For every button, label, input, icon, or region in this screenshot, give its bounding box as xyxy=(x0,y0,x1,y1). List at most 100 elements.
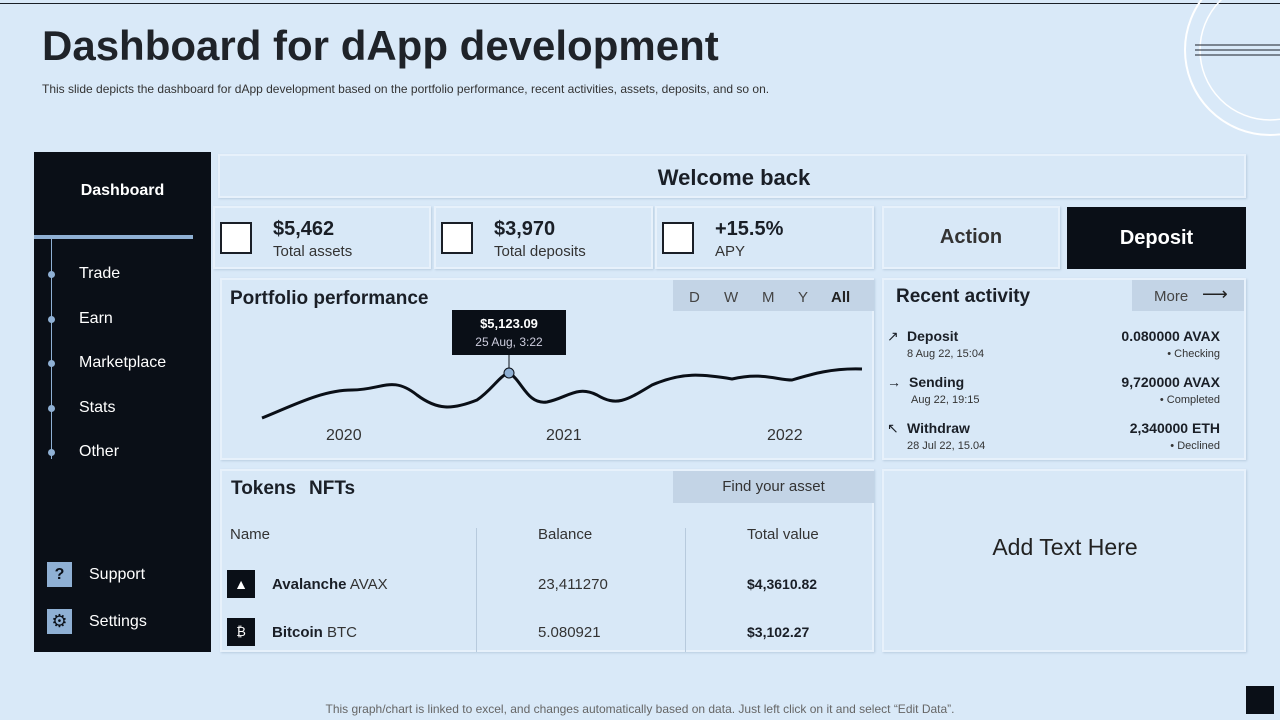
support-icon: ? xyxy=(47,562,72,587)
menu-item[interactable]: Other xyxy=(79,443,120,460)
note: Add Text Here xyxy=(992,534,1138,560)
action-button[interactable]: Action xyxy=(882,206,1060,269)
stat-label: APY xyxy=(715,243,746,260)
line xyxy=(261,367,863,420)
activity-icon: ↖ xyxy=(887,420,899,436)
token-balance: 23,411270 xyxy=(538,576,608,593)
token-total: $3,102.27 xyxy=(747,624,810,640)
column-divider xyxy=(476,528,477,652)
corner-square xyxy=(1246,686,1274,714)
welcome: Welcome back xyxy=(657,165,811,190)
stat-label: Total deposits xyxy=(494,243,586,260)
token-name: Avalanche AVAX xyxy=(272,576,388,593)
activity-date: 28 Jul 22, 15.04 xyxy=(907,440,986,452)
tooltip-value: $5,123.09 xyxy=(480,316,538,331)
range-bar xyxy=(673,280,874,311)
activity-date: 8 Aug 22, 15:04 xyxy=(907,348,985,360)
stat-value: $5,462 xyxy=(273,218,335,240)
more-arrow: ⟶ xyxy=(1202,284,1228,304)
tooltip-time: 25 Aug, 3:22 xyxy=(475,335,543,349)
deposit-button[interactable]: Deposit xyxy=(1067,207,1246,269)
activity-amount: 0.080000 AVAX xyxy=(1121,328,1220,344)
stat-icon xyxy=(220,222,252,254)
stat-value: $3,970 xyxy=(494,218,556,240)
subtitle: This slide depicts the dashboard for dAp… xyxy=(42,82,770,96)
column-header: Total value xyxy=(747,526,819,543)
activity-icon: ↗ xyxy=(887,328,899,344)
x-label: 2021 xyxy=(546,427,582,444)
stat-card: $5,462 Total assets xyxy=(213,206,431,269)
activity-type: Deposit xyxy=(907,328,959,344)
menu-dot xyxy=(48,316,55,323)
activity-status: Completed xyxy=(1160,394,1220,406)
tooltip: $5,123.09 25 Aug, 3:22 xyxy=(452,310,566,355)
menu-dot xyxy=(48,405,55,412)
stat-icon xyxy=(662,222,694,254)
corner-deco xyxy=(1184,0,1280,136)
portfolio-panel: Portfolio performance D W M Y All $5,123… xyxy=(220,278,874,460)
activity-title: Recent activity xyxy=(896,286,1031,307)
token-name: Bitcoin xyxy=(272,624,323,641)
column-header: Name xyxy=(230,526,271,543)
tab[interactable]: Tokens xyxy=(231,478,297,499)
stat-card: $3,970 Total deposits xyxy=(434,206,653,269)
settings-icon: ⚙ xyxy=(47,609,72,634)
top-rule xyxy=(0,3,1280,4)
range[interactable]: M xyxy=(762,289,775,306)
x-label: 2020 xyxy=(326,427,362,444)
stat-icon xyxy=(441,222,473,254)
more-label: More xyxy=(1154,288,1189,305)
welcome-panel: Welcome back xyxy=(218,154,1246,198)
menu-item[interactable]: Support xyxy=(89,566,146,583)
search-box[interactable]: Find your asset xyxy=(673,471,874,503)
range[interactable]: D xyxy=(689,289,700,306)
column-divider xyxy=(685,528,686,652)
x-label: 2022 xyxy=(767,427,803,444)
activity-icon: → xyxy=(887,374,901,390)
portfolio-line xyxy=(261,355,863,420)
activity-panel: Recent activity More ⟶ ↗ Deposit 8 Aug 2… xyxy=(882,278,1246,460)
token-symbol: AVAX xyxy=(349,576,388,593)
token-icon: ▲ xyxy=(227,570,255,598)
footer-note: This graph/chart is linked to excel, and… xyxy=(325,702,955,716)
menu-item[interactable]: Settings xyxy=(89,613,147,630)
title: Dashboard for dApp development xyxy=(42,22,719,69)
tokens-panel: Tokens NFTs Find your asset Name Balance… xyxy=(220,469,874,652)
token-total: $4,3610.82 xyxy=(747,576,818,592)
stat-card: +15.5% APY xyxy=(655,206,874,269)
activity-type: Withdraw xyxy=(907,420,970,436)
menu-item[interactable]: Stats xyxy=(79,399,116,416)
menu-line xyxy=(51,239,52,459)
token-balance: 5.080921 xyxy=(538,624,601,641)
token-icon: ₿ xyxy=(227,618,255,646)
portfolio-title: Portfolio performance xyxy=(230,288,429,309)
token-name: Bitcoin BTC xyxy=(272,624,357,641)
activity-status: Checking xyxy=(1167,348,1220,360)
column-header: Balance xyxy=(538,526,593,543)
activity-amount: 2,340000 ETH xyxy=(1129,420,1220,436)
menu-dot xyxy=(48,360,55,367)
active-bar xyxy=(34,235,193,239)
point xyxy=(503,367,515,379)
range[interactable]: All xyxy=(831,289,851,306)
sidebar-title[interactable]: Dashboard xyxy=(80,182,165,199)
more-button[interactable]: More ⟶ xyxy=(1132,280,1244,311)
menu-item[interactable]: Trade xyxy=(79,265,121,282)
menu-dot xyxy=(48,271,55,278)
activity-amount: 9,720000 AVAX xyxy=(1121,374,1220,390)
range[interactable]: Y xyxy=(798,289,809,306)
activity-status: Declined xyxy=(1170,440,1220,452)
tab[interactable]: NFTs xyxy=(309,478,356,499)
range[interactable]: W xyxy=(724,289,739,306)
sidebar: Dashboard Trade Earn Marketplace Stats O… xyxy=(34,152,211,652)
menu-item[interactable]: Marketplace xyxy=(79,354,167,371)
stat-value: +15.5% xyxy=(715,218,784,240)
activity-type: Sending xyxy=(909,374,965,390)
menu-dot xyxy=(48,449,55,456)
token-symbol: BTC xyxy=(327,624,358,641)
menu-item[interactable]: Earn xyxy=(79,310,113,327)
activity-date: Aug 22, 19:15 xyxy=(911,394,980,406)
note-panel: Add Text Here xyxy=(882,469,1246,652)
token-name: Avalanche xyxy=(272,576,347,593)
